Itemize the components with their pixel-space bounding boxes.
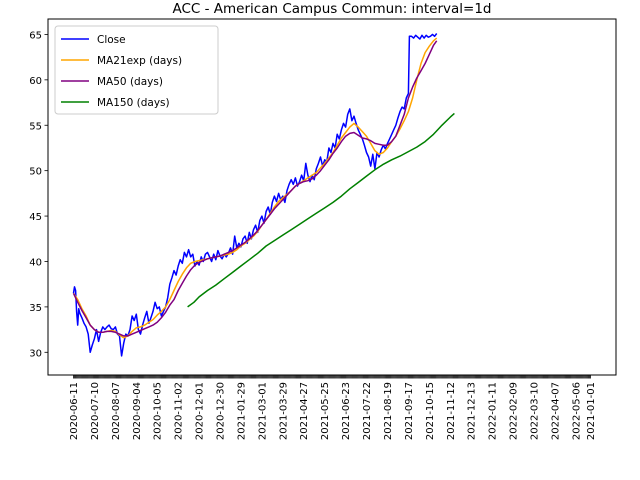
x-tick-label: 2022-02-09 xyxy=(509,382,520,440)
series-line-ma50-days xyxy=(72,40,438,337)
x-tick-label: 2021-06-23 xyxy=(341,382,352,440)
y-tick-label: 35 xyxy=(29,303,42,314)
x-tick-label: 2020-08-07 xyxy=(111,382,122,440)
x-tick-label: 2021-07-22 xyxy=(362,382,373,440)
legend: Close MA21exp (days) MA50 (days) MA150 (day… xyxy=(54,25,219,115)
chart-title: ACC - American Campus Commun: interval=1… xyxy=(172,1,491,17)
x-tick-label: 2020-10-05 xyxy=(153,382,164,440)
legend-label: MA21exp (days) xyxy=(97,55,182,67)
series-layer xyxy=(72,33,455,357)
y-axis: 30 35 40 45 50 55 60 65 xyxy=(29,30,48,359)
x-tick-label: 2020-11-02 xyxy=(174,382,185,440)
legend-label: Close xyxy=(97,34,126,46)
x-tick-label: 2021-12-13 xyxy=(467,382,478,440)
x-tick-label: 2021-09-17 xyxy=(404,382,415,440)
y-tick-label: 40 xyxy=(29,257,42,268)
y-tick-label: 55 xyxy=(29,121,42,132)
x-tick-label: 2021-01-01 xyxy=(586,382,597,440)
y-tick-label: 60 xyxy=(29,76,42,87)
x-tick-label: 2022-04-07 xyxy=(550,382,561,440)
x-tick-label: 2020-06-11 xyxy=(69,382,80,440)
legend-box xyxy=(54,25,219,115)
x-tick-label: 2022-01-11 xyxy=(488,382,499,440)
x-tick-label: 2021-05-25 xyxy=(320,382,331,440)
series-line-ma150-days xyxy=(187,112,455,308)
x-tick-label: 2021-04-27 xyxy=(299,382,310,440)
x-tick-label: 2020-12-30 xyxy=(216,382,227,440)
x-tick-label: 2021-08-19 xyxy=(383,382,394,440)
legend-label: MA50 (days) xyxy=(97,76,163,88)
y-tick-label: 45 xyxy=(29,212,42,223)
x-tick-label: 2021-10-15 xyxy=(425,382,436,440)
x-tick-label: 2020-12-01 xyxy=(195,382,206,440)
x-tick-label: 2022-03-10 xyxy=(529,382,540,440)
legend-label: MA150 (days) xyxy=(97,97,170,109)
y-tick-label: 65 xyxy=(29,30,42,41)
x-tick-label: 2020-07-10 xyxy=(90,382,101,440)
y-tick-label: 50 xyxy=(29,167,42,178)
x-tick-label: 2021-03-29 xyxy=(278,382,289,440)
x-tick-label: 2021-03-01 xyxy=(257,382,268,440)
x-tick-label: 2021-01-29 xyxy=(236,382,247,440)
x-axis: 2020-06-11 2020-07-10 2020-08-07 2020-09-04… xyxy=(69,375,597,440)
x-tick-label: 2021-11-12 xyxy=(446,382,457,440)
y-tick-label: 30 xyxy=(29,348,42,359)
x-tick-label: 2020-09-04 xyxy=(132,382,143,440)
x-tick-label: 2022-05-06 xyxy=(571,382,582,440)
series-line-close xyxy=(72,33,438,357)
